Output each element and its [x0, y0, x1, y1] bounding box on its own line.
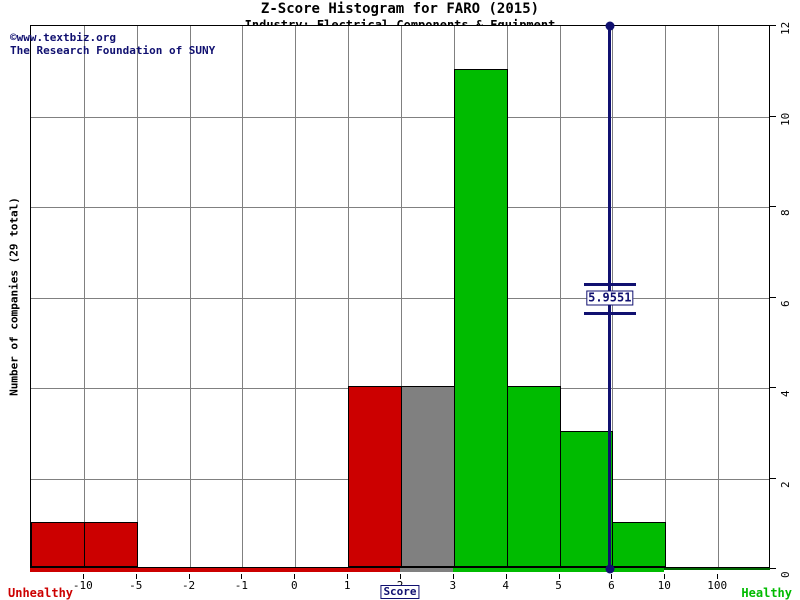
histogram-bar [506, 386, 561, 567]
y-tick-label: 6 [779, 299, 792, 307]
x-tick-label: 10 [657, 579, 671, 592]
y-tick [770, 25, 776, 26]
score-marker-cap-lower [583, 311, 636, 315]
x-tick-label: 5 [555, 579, 562, 592]
y-tick [770, 568, 776, 569]
gridline-vertical [83, 26, 85, 567]
y-tick [770, 477, 776, 479]
x-tick [241, 574, 243, 579]
score-marker-dot-bottom [605, 564, 615, 574]
x-tick [400, 574, 401, 579]
gridline-horizontal [31, 116, 769, 118]
x-tick-label: -5 [129, 579, 143, 592]
y-axis-title: Number of companies (29 total) [7, 197, 21, 396]
gridline-vertical [136, 26, 138, 567]
x-tick-label: 100 [707, 579, 728, 592]
axis-band-grey [400, 568, 453, 572]
watermark-org: The Research Foundation of SUNY [10, 44, 216, 57]
gridline-vertical [189, 26, 191, 567]
score-marker-cap-upper [583, 283, 636, 287]
x-tick [347, 574, 349, 579]
y-tick-label: 2 [779, 480, 792, 488]
y-tick-label: 10 [779, 112, 792, 126]
histogram-bar [31, 521, 85, 567]
y-tick [770, 206, 776, 207]
x-tick [558, 574, 560, 579]
y-tick-label: 4 [779, 390, 792, 397]
x-tick-label: -2 [181, 579, 196, 592]
x-axis-color-band [30, 568, 770, 574]
histogram-bar [612, 521, 667, 567]
gridline-horizontal [31, 207, 769, 208]
x-tick [611, 574, 613, 579]
x-tick [294, 574, 296, 579]
chart-title: Z-Score Histogram for FARO (2015) [260, 1, 540, 17]
x-tick-label: -1 [234, 579, 249, 592]
histogram-bar [83, 521, 138, 567]
histogram-bar [453, 69, 508, 567]
axis-band-healthy [452, 568, 665, 572]
x-tick [717, 574, 719, 579]
histogram-bar [348, 386, 402, 567]
y-tick-label: 0 [779, 571, 792, 578]
axis-band-unhealthy [30, 568, 400, 572]
x-tick-label: 6 [608, 579, 615, 592]
x-tick [82, 574, 84, 579]
axis-band-healthy-far [664, 568, 770, 570]
gridline-vertical [665, 26, 667, 567]
score-marker-label: 5.9551 [586, 290, 634, 305]
score-marker-dot-top [605, 21, 615, 31]
axis-label-healthy: Healthy [741, 586, 792, 600]
x-tick [135, 574, 137, 579]
y-tick-label: 8 [779, 209, 792, 216]
y-tick [770, 387, 776, 388]
x-tick-label: -10 [72, 579, 93, 592]
x-tick [452, 574, 454, 579]
plot-area: 5.9551 [30, 21, 770, 574]
x-tick [188, 574, 190, 579]
axis-label-unhealthy: Unhealthy [8, 586, 74, 600]
y-tick-label: 12 [779, 21, 792, 35]
gridline-vertical [401, 26, 402, 567]
gridline-vertical [348, 26, 350, 567]
x-tick [505, 574, 507, 579]
gridline-vertical [242, 26, 244, 567]
gridline-horizontal [31, 297, 769, 299]
x-tick-label: 0 [290, 579, 298, 592]
x-tick-label: 3 [449, 579, 457, 592]
x-tick [664, 574, 666, 579]
x-axis-title: Score [380, 585, 420, 599]
histogram-bar [559, 431, 614, 567]
x-tick-label: 1 [343, 579, 351, 592]
gridline-vertical [295, 26, 297, 567]
gridline-vertical [718, 26, 720, 567]
x-axis-ticks: -10-5-2-1012345610100 [30, 574, 770, 596]
gridline-vertical [559, 26, 561, 567]
y-axis-ticks: 0 2 4 6 8 10 12 [770, 21, 800, 578]
watermark-site: ©www.textbiz.org [10, 31, 116, 44]
x-tick-label: 4 [502, 579, 510, 592]
histogram-bar [401, 386, 455, 567]
y-tick [770, 115, 776, 117]
y-tick [770, 296, 776, 298]
